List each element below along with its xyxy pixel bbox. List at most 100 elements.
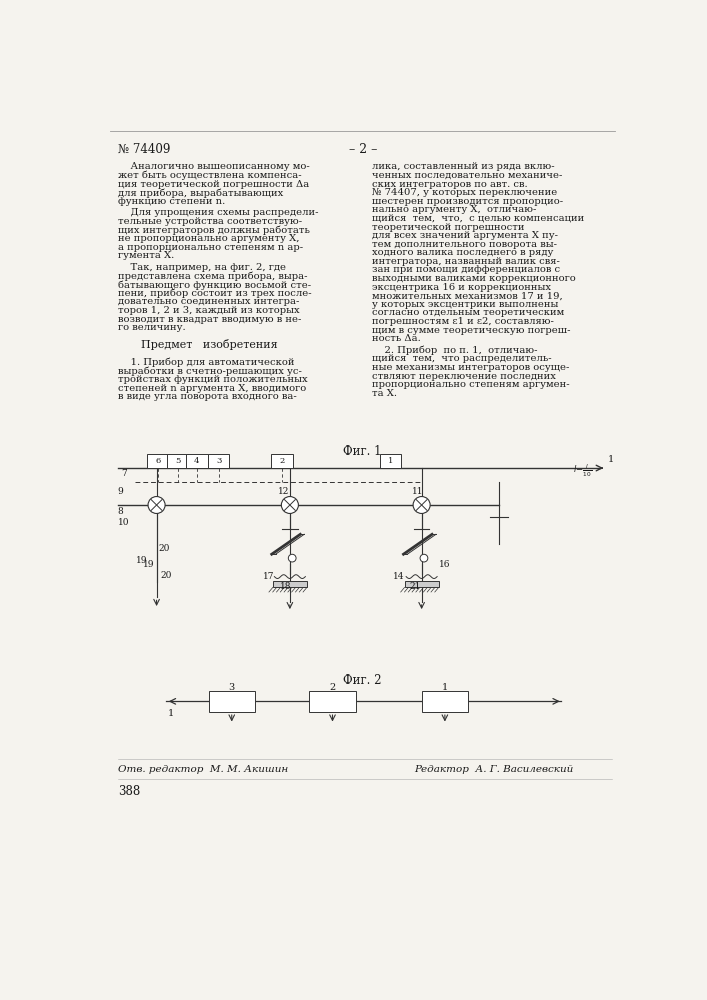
Text: 3: 3	[228, 683, 235, 692]
Text: довательно соединенных интегра-: довательно соединенных интегра-	[118, 297, 299, 306]
Text: представлена схема прибора, выра-: представлена схема прибора, выра-	[118, 272, 308, 281]
Text: щийся  тем,  что распределитель-: щийся тем, что распределитель-	[372, 354, 551, 363]
Text: Отв. редактор  М. М. Акишин: Отв. редактор М. М. Акишин	[118, 765, 288, 774]
Text: 19: 19	[143, 560, 154, 569]
Text: у которых эксцентрики выполнены: у которых эксцентрики выполнены	[372, 300, 559, 309]
Text: Аналогично вышеописанному мо-: Аналогично вышеописанному мо-	[118, 162, 310, 171]
Text: зан при помощи дифференциалов с: зан при помощи дифференциалов с	[372, 265, 560, 274]
Text: ция теоретической погрешности Δа: ция теоретической погрешности Δа	[118, 180, 309, 189]
Text: ность Δа.: ность Δа.	[372, 334, 421, 343]
Text: степеней n аргумента X, вводимого: степеней n аргумента X, вводимого	[118, 384, 306, 393]
Text: 1: 1	[607, 455, 614, 464]
Text: 1: 1	[168, 709, 174, 718]
Bar	[186, 454, 208, 468]
Text: ченных последовательно механиче-: ченных последовательно механиче-	[372, 171, 562, 180]
Text: согласно отдельным теоретическим: согласно отдельным теоретическим	[372, 308, 564, 317]
Text: 2: 2	[329, 683, 336, 692]
Circle shape	[413, 497, 430, 513]
Text: погрешностям ε1 и ε2, составляю-: погрешностям ε1 и ε2, составляю-	[372, 317, 554, 326]
Text: Редактор  А. Г. Василевский: Редактор А. Г. Василевский	[414, 765, 573, 774]
Text: тем дополнительного поворота вы-: тем дополнительного поворота вы-	[372, 240, 557, 249]
Text: лика, составленный из ряда вклю-: лика, составленный из ряда вклю-	[372, 162, 555, 171]
Text: функцию степени n.: функцию степени n.	[118, 197, 225, 206]
Text: 16: 16	[438, 560, 450, 569]
Text: возводит в квадрат вводимую в не-: возводит в квадрат вводимую в не-	[118, 315, 301, 324]
Text: шестерен производится пропорцио-: шестерен производится пропорцио-	[372, 197, 563, 206]
Bar	[271, 454, 293, 468]
Text: 4: 4	[194, 457, 199, 465]
Text: $l\!-\!\frac{l}{10}$: $l\!-\!\frac{l}{10}$	[573, 463, 592, 479]
Text: 5: 5	[175, 457, 180, 465]
Text: а пропорционально степеням n ар-: а пропорционально степеням n ар-	[118, 243, 303, 252]
Text: торов 1, 2 и 3, каждый из которых: торов 1, 2 и 3, каждый из которых	[118, 306, 300, 315]
Text: в виде угла поворота входного ва-: в виде угла поворота входного ва-	[118, 392, 296, 401]
Text: Для упрощения схемы распредели-: Для упрощения схемы распредели-	[118, 208, 318, 217]
Text: 10: 10	[118, 518, 129, 527]
Text: тройствах функций положительных: тройствах функций положительных	[118, 375, 308, 384]
Text: ходного валика последнего в ряду: ходного валика последнего в ряду	[372, 248, 554, 257]
Text: 19: 19	[136, 556, 148, 565]
Bar	[273, 581, 307, 587]
Text: 18: 18	[280, 582, 291, 591]
Text: 20: 20	[158, 544, 170, 553]
Text: щих интеграторов должны работать: щих интеграторов должны работать	[118, 226, 310, 235]
Text: теоретической погрешности: теоретической погрешности	[372, 223, 525, 232]
Text: Фиг. 1: Фиг. 1	[344, 445, 382, 458]
Bar	[167, 454, 188, 468]
Text: для всех значений аргумента X пу-: для всех значений аргумента X пу-	[372, 231, 558, 240]
Text: выработки в счетно-решающих ус-: выработки в счетно-решающих ус-	[118, 367, 302, 376]
Text: – 2 –: – 2 –	[349, 143, 377, 156]
Bar	[380, 454, 402, 468]
Text: 6: 6	[156, 457, 160, 465]
Text: 8: 8	[118, 507, 124, 516]
Text: Фиг. 2: Фиг. 2	[344, 674, 382, 687]
Text: 1: 1	[388, 457, 393, 465]
Text: 3: 3	[216, 457, 221, 465]
Text: тельные устройства соответствую-: тельные устройства соответствую-	[118, 217, 302, 226]
Text: батывающего функцию восьмой сте-: батывающего функцию восьмой сте-	[118, 280, 311, 290]
Text: 14: 14	[393, 572, 404, 581]
Text: 7: 7	[121, 469, 127, 478]
Circle shape	[288, 554, 296, 562]
Text: 2: 2	[279, 457, 285, 465]
Text: № 74407, у которых переключение: № 74407, у которых переключение	[372, 188, 557, 197]
Circle shape	[420, 554, 428, 562]
Text: щим в сумме теоретическую погреш-: щим в сумме теоретическую погреш-	[372, 326, 571, 335]
Text: 20: 20	[160, 571, 172, 580]
Text: 11: 11	[411, 487, 423, 496]
Text: щийся  тем,  что,  с целью компенсации: щийся тем, что, с целью компенсации	[372, 214, 584, 223]
Text: 1: 1	[442, 683, 448, 692]
Text: 17: 17	[263, 572, 274, 581]
Text: Так, например, на фиг. 2, где: Так, например, на фиг. 2, где	[118, 263, 286, 272]
Text: Предмет   изобретения: Предмет изобретения	[141, 339, 278, 350]
Text: 388: 388	[118, 785, 140, 798]
Text: ствляют переключение последних: ствляют переключение последних	[372, 372, 556, 381]
Bar	[309, 691, 356, 712]
Text: 1. Прибор для автоматической: 1. Прибор для автоматической	[118, 358, 294, 367]
Text: 2. Прибор  по п. 1,  отличаю-: 2. Прибор по п. 1, отличаю-	[372, 346, 537, 355]
Circle shape	[281, 497, 298, 513]
Text: пропорционально степеням аргумен-: пропорционально степеням аргумен-	[372, 380, 570, 389]
Text: та X.: та X.	[372, 389, 397, 398]
Text: го величину.: го величину.	[118, 323, 185, 332]
Text: гумента X.: гумента X.	[118, 251, 174, 260]
Text: 9: 9	[118, 487, 124, 496]
Text: нально аргументу X,  отличаю-: нально аргументу X, отличаю-	[372, 205, 537, 214]
Text: ные механизмы интеграторов осуще-: ные механизмы интеграторов осуще-	[372, 363, 569, 372]
Text: множительных механизмов 17 и 19,: множительных механизмов 17 и 19,	[372, 291, 563, 300]
Text: эксцентрика 16 и коррекционных: эксцентрика 16 и коррекционных	[372, 283, 551, 292]
Bar	[208, 454, 230, 468]
Text: пени, прибор состоит из трех после-: пени, прибор состоит из трех после-	[118, 289, 312, 298]
Circle shape	[148, 497, 165, 513]
Text: ских интеграторов по авт. св.: ских интеграторов по авт. св.	[372, 180, 527, 189]
Text: 21: 21	[409, 582, 421, 591]
Text: выходными валиками коррекционного: выходными валиками коррекционного	[372, 274, 575, 283]
Text: жет быть осуществлена компенса-: жет быть осуществлена компенса-	[118, 171, 301, 180]
Text: для прибора, вырабатывающих: для прибора, вырабатывающих	[118, 188, 283, 198]
Text: не пропорционально аргументу X,: не пропорционально аргументу X,	[118, 234, 299, 243]
Text: 12: 12	[277, 487, 289, 496]
Bar	[404, 581, 438, 587]
Bar	[209, 691, 255, 712]
Bar	[147, 454, 169, 468]
Text: № 74409: № 74409	[118, 143, 170, 156]
